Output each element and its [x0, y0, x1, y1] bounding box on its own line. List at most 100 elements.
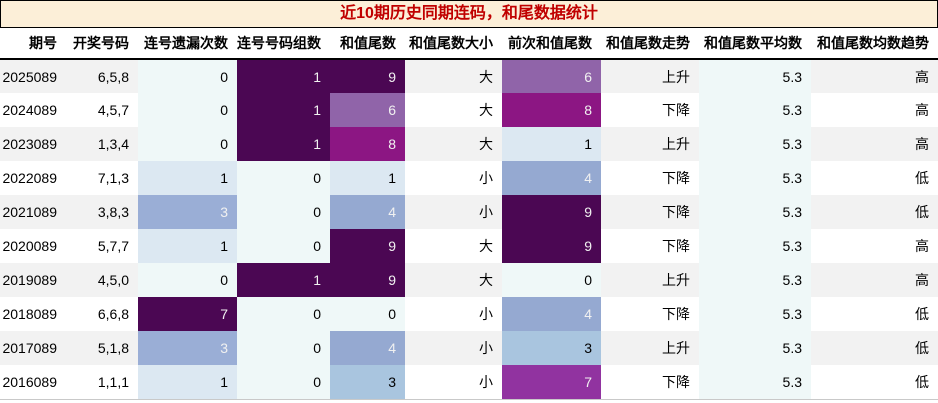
cell-numbers: 6,6,8 [97, 306, 129, 322]
cell-miss-count: 0 [138, 263, 237, 297]
col-header-sum-tail: 和值尾数 [330, 28, 405, 60]
cell-average-trend: 低 [915, 170, 929, 186]
col-header-group-count: 连号号码组数 [237, 28, 330, 60]
table-row: 2021089 3,8,3 3 0 4 小 9 下降 5.3 低 [0, 195, 938, 229]
cell-tail-trend: 下降 [662, 238, 690, 254]
cell-prev-tail: 9 [502, 229, 601, 263]
cell-group-count: 0 [237, 229, 330, 263]
cell-sum-tail: 4 [330, 331, 405, 365]
cell-numbers: 3,8,3 [97, 204, 129, 220]
cell-group-count: 1 [237, 127, 330, 161]
cell-tail-size: 大 [479, 102, 493, 118]
cell-tail-size: 大 [479, 136, 493, 152]
cell-miss-count: 3 [138, 195, 237, 229]
cell-prev-tail: 7 [502, 365, 601, 399]
cell-tail-trend: 上升 [662, 68, 690, 85]
cell-numbers: 1,3,4 [97, 136, 129, 152]
cell-prev-tail: 4 [502, 161, 601, 195]
cell-tail-average: 5.3 [699, 297, 811, 331]
cell-period: 2022089 [2, 170, 57, 186]
table-body: 2025089 6,5,8 0 1 9 大 6 上升 5.3 高 2024089… [0, 59, 938, 399]
cell-tail-average: 5.3 [699, 59, 811, 93]
table-row: 2022089 7,1,3 1 0 1 小 4 下降 5.3 低 [0, 161, 938, 195]
cell-average-trend: 高 [915, 272, 929, 288]
table-row: 2023089 1,3,4 0 1 8 大 1 上升 5.3 高 [0, 127, 938, 161]
cell-period: 2025089 [2, 68, 57, 85]
table-row: 2025089 6,5,8 0 1 9 大 6 上升 5.3 高 [0, 59, 938, 93]
cell-sum-tail: 1 [330, 161, 405, 195]
col-header-tail-trend: 和值尾数走势 [601, 28, 699, 60]
cell-group-count: 1 [237, 263, 330, 297]
cell-tail-size: 小 [479, 373, 493, 390]
cell-group-count: 1 [237, 59, 330, 93]
cell-tail-trend: 上升 [662, 340, 690, 356]
cell-miss-count: 0 [138, 127, 237, 161]
table-row: 2020089 5,7,7 1 0 9 大 9 下降 5.3 高 [0, 229, 938, 263]
table-row: 2024089 4,5,7 0 1 6 大 8 下降 5.3 高 [0, 93, 938, 127]
col-header-prev-tail: 前次和值尾数 [502, 28, 601, 60]
cell-tail-average: 5.3 [699, 127, 811, 161]
col-header-numbers: 开奖号码 [66, 28, 138, 60]
cell-average-trend: 低 [915, 204, 929, 220]
cell-average-trend: 低 [915, 340, 929, 356]
cell-prev-tail: 4 [502, 297, 601, 331]
cell-group-count: 1 [237, 93, 330, 127]
cell-prev-tail: 6 [502, 59, 601, 93]
cell-group-count: 0 [237, 331, 330, 365]
cell-tail-average: 5.3 [699, 161, 811, 195]
cell-prev-tail: 0 [502, 263, 601, 297]
cell-miss-count: 0 [138, 93, 237, 127]
table-row: 2016089 1,1,1 1 0 3 小 7 下降 5.3 低 [0, 365, 938, 399]
cell-tail-average: 5.3 [699, 229, 811, 263]
cell-average-trend: 高 [915, 136, 929, 152]
cell-numbers: 7,1,3 [97, 170, 129, 186]
cell-sum-tail: 6 [330, 93, 405, 127]
cell-tail-trend: 上升 [662, 272, 690, 288]
cell-tail-size: 小 [479, 170, 493, 186]
cell-average-trend: 低 [915, 306, 929, 322]
col-header-period: 期号 [0, 28, 66, 60]
cell-tail-average: 5.3 [699, 365, 811, 399]
cell-sum-tail: 0 [330, 297, 405, 331]
cell-period: 2020089 [2, 238, 57, 254]
table-row: 2019089 4,5,0 0 1 9 大 0 上升 5.3 高 [0, 263, 938, 297]
col-header-tail-average: 和值尾数平均数 [699, 28, 811, 60]
cell-period: 2017089 [2, 340, 57, 356]
cell-prev-tail: 8 [502, 93, 601, 127]
cell-period: 2024089 [2, 102, 57, 118]
cell-period: 2023089 [2, 136, 57, 152]
cell-tail-size: 小 [479, 340, 493, 356]
cell-prev-tail: 3 [502, 331, 601, 365]
table-row: 2018089 6,6,8 7 0 0 小 4 下降 5.3 低 [0, 297, 938, 331]
cell-tail-average: 5.3 [699, 331, 811, 365]
cell-tail-average: 5.3 [699, 195, 811, 229]
cell-miss-count: 3 [138, 331, 237, 365]
cell-tail-average: 5.3 [699, 93, 811, 127]
cell-numbers: 4,5,7 [97, 102, 129, 118]
col-header-miss-count: 连号遗漏次数 [138, 28, 237, 60]
cell-numbers: 4,5,0 [97, 272, 129, 288]
cell-tail-size: 小 [479, 306, 493, 322]
cell-sum-tail: 9 [330, 229, 405, 263]
cell-numbers: 6,5,8 [97, 68, 129, 85]
table-title: 近10期历史同期连码，和尾数据统计 [0, 0, 938, 28]
cell-miss-count: 1 [138, 229, 237, 263]
col-header-tail-size: 和值尾数大小 [405, 28, 502, 60]
cell-numbers: 5,1,8 [97, 340, 129, 356]
cell-tail-trend: 下降 [662, 102, 690, 118]
header-row: 期号 开奖号码 连号遗漏次数 连号号码组数 和值尾数 和值尾数大小 前次和值尾数… [0, 28, 938, 60]
cell-numbers: 5,7,7 [97, 238, 129, 254]
cell-period: 2019089 [2, 272, 57, 288]
cell-sum-tail: 3 [330, 365, 405, 399]
cell-sum-tail: 8 [330, 127, 405, 161]
cell-tail-trend: 下降 [662, 204, 690, 220]
table-row: 2017089 5,1,8 3 0 4 小 3 上升 5.3 低 [0, 331, 938, 365]
cell-miss-count: 7 [138, 297, 237, 331]
cell-sum-tail: 9 [330, 59, 405, 93]
cell-miss-count: 1 [138, 365, 237, 399]
cell-average-trend: 高 [915, 68, 929, 85]
cell-tail-size: 小 [479, 204, 493, 220]
cell-miss-count: 0 [138, 59, 237, 93]
cell-tail-size: 大 [479, 68, 493, 85]
